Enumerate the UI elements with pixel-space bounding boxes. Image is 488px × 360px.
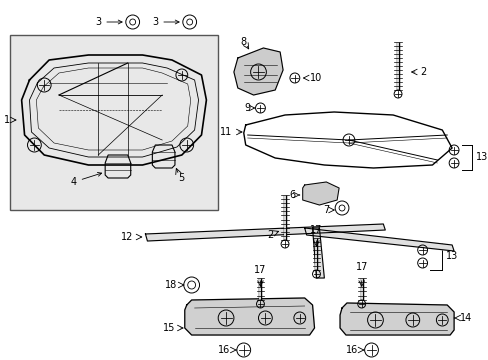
Text: 16: 16 (217, 345, 229, 355)
Polygon shape (184, 298, 314, 335)
Text: 17: 17 (355, 262, 367, 272)
Text: 3: 3 (95, 17, 122, 27)
Text: 13: 13 (446, 251, 458, 261)
Text: 15: 15 (162, 323, 175, 333)
Text: 17: 17 (310, 225, 322, 235)
Text: 5: 5 (178, 173, 184, 183)
Polygon shape (145, 224, 385, 241)
Text: 10: 10 (309, 73, 321, 83)
Polygon shape (302, 182, 338, 205)
Text: 13: 13 (475, 152, 487, 162)
Text: 2: 2 (266, 230, 273, 240)
Text: 7: 7 (323, 205, 329, 215)
Text: 8: 8 (240, 37, 246, 47)
Text: 17: 17 (254, 265, 266, 275)
Text: 18: 18 (164, 280, 177, 290)
Text: 16: 16 (345, 345, 357, 355)
Polygon shape (233, 48, 283, 95)
Text: 6: 6 (289, 190, 295, 200)
Text: 1: 1 (4, 115, 10, 125)
Text: 3: 3 (152, 17, 179, 27)
Text: 2: 2 (420, 67, 426, 77)
Text: 12: 12 (121, 232, 133, 242)
Text: 11: 11 (219, 127, 231, 137)
Text: 9: 9 (244, 103, 250, 113)
Polygon shape (304, 228, 453, 251)
Polygon shape (339, 303, 453, 335)
Text: 4: 4 (70, 172, 102, 187)
Text: 14: 14 (459, 313, 471, 323)
Bar (10, 35, 218, 210)
Polygon shape (312, 228, 324, 278)
